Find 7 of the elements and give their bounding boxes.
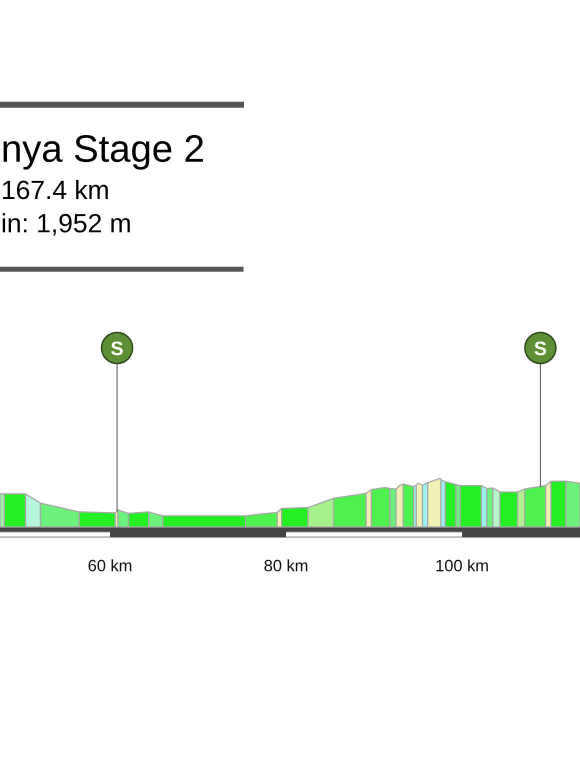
x-tick-label: 100 km xyxy=(436,559,488,572)
x-tick-label: 80 km xyxy=(264,559,308,572)
annotation: S xyxy=(534,341,546,356)
x-tick-label: 60 km xyxy=(88,559,132,572)
chart-title: nya Stage 2 xyxy=(4,135,203,170)
annotation: S xyxy=(111,341,123,356)
chart-subtitle: 167.4 km in: 1,952 m xyxy=(2,180,130,236)
